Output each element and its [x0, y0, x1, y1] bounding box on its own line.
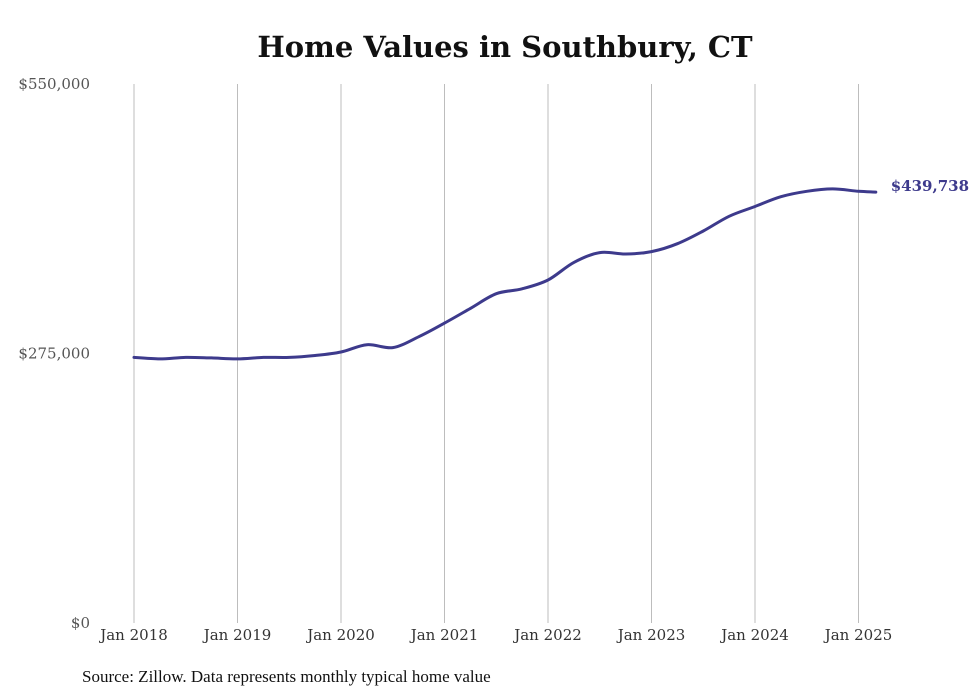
x-tick-label: Jan 2023 [616, 626, 686, 644]
source-note: Source: Zillow. Data represents monthly … [82, 667, 491, 686]
x-tick-label: Jan 2019 [202, 626, 272, 644]
series-line [132, 187, 878, 361]
x-tick-label: Jan 2021 [409, 626, 479, 644]
y-tick-label: $550,000 [18, 75, 90, 93]
x-tick-label: Jan 2025 [823, 626, 893, 644]
end-value-label: $439,738 [891, 177, 969, 195]
x-tick-label: Jan 2018 [98, 626, 168, 644]
x-tick-label: Jan 2020 [305, 626, 375, 644]
x-tick-label: Jan 2024 [719, 626, 789, 644]
y-tick-label: $0 [71, 614, 90, 632]
x-tick-label: Jan 2022 [512, 626, 582, 644]
chart-title: Home Values in Southbury, CT [257, 30, 753, 64]
y-tick-label: $275,000 [18, 345, 90, 363]
